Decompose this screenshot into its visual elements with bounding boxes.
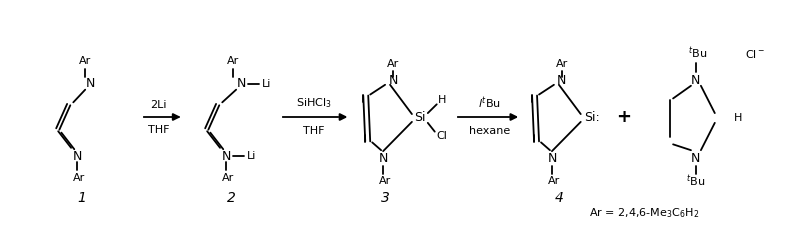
Text: H: H bbox=[734, 113, 742, 123]
Text: N: N bbox=[73, 150, 82, 163]
Text: 3: 3 bbox=[381, 191, 390, 205]
Text: SiHCl$_3$: SiHCl$_3$ bbox=[296, 96, 331, 110]
Text: Li: Li bbox=[247, 151, 257, 161]
Text: N: N bbox=[557, 74, 566, 87]
Text: Li: Li bbox=[262, 79, 272, 89]
Text: $l^t$Bu: $l^t$Bu bbox=[478, 95, 501, 111]
Text: Ar = 2,4,6-Me$_3$C$_6$H$_2$: Ar = 2,4,6-Me$_3$C$_6$H$_2$ bbox=[589, 206, 699, 219]
Text: Si: Si bbox=[414, 111, 426, 124]
Text: N: N bbox=[691, 74, 701, 87]
Text: Ar: Ar bbox=[387, 59, 399, 69]
Text: 2: 2 bbox=[226, 191, 236, 205]
Text: Cl$^-$: Cl$^-$ bbox=[746, 48, 766, 59]
Text: N: N bbox=[86, 77, 95, 90]
Text: Ar: Ar bbox=[79, 56, 91, 66]
Text: Ar: Ar bbox=[548, 176, 560, 186]
Text: Si:: Si: bbox=[584, 111, 599, 124]
Text: Cl: Cl bbox=[436, 131, 447, 141]
Text: 4: 4 bbox=[554, 191, 563, 205]
Text: $^t$Bu: $^t$Bu bbox=[688, 46, 707, 61]
Text: H: H bbox=[438, 95, 446, 105]
Text: hexane: hexane bbox=[469, 126, 510, 136]
Text: Ar: Ar bbox=[73, 172, 86, 183]
Text: N: N bbox=[222, 150, 231, 163]
Text: Ar: Ar bbox=[379, 176, 391, 186]
Text: N: N bbox=[237, 77, 246, 90]
Text: Ar: Ar bbox=[222, 172, 234, 183]
Text: +: + bbox=[616, 108, 631, 126]
Text: 2Li: 2Li bbox=[150, 100, 167, 110]
Text: THF: THF bbox=[148, 125, 170, 135]
Text: THF: THF bbox=[303, 126, 324, 136]
Text: N: N bbox=[388, 74, 398, 87]
Text: N: N bbox=[547, 153, 557, 165]
Text: Ar: Ar bbox=[556, 59, 568, 69]
Text: 1: 1 bbox=[78, 191, 86, 205]
Text: N: N bbox=[378, 153, 388, 165]
Text: N: N bbox=[691, 153, 701, 165]
Text: $^t$Bu: $^t$Bu bbox=[686, 174, 706, 189]
Text: Ar: Ar bbox=[227, 56, 239, 66]
